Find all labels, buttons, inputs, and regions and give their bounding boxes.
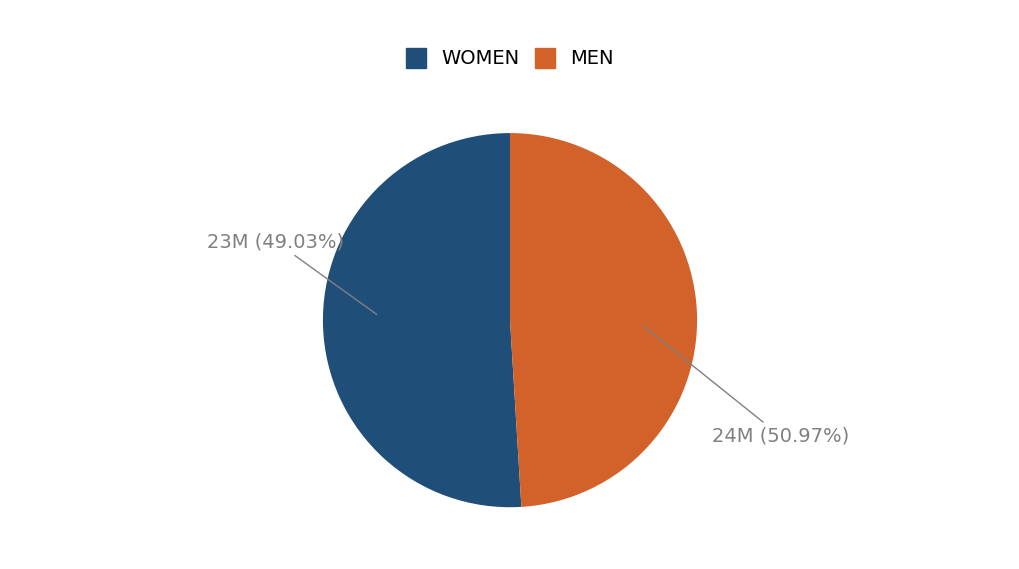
Text: 24M (50.97%): 24M (50.97%) [642, 326, 849, 446]
Text: 23M (49.03%): 23M (49.03%) [207, 232, 376, 315]
Legend: WOMEN, MEN: WOMEN, MEN [398, 40, 621, 76]
Wedge shape [510, 133, 696, 507]
Wedge shape [323, 133, 521, 507]
